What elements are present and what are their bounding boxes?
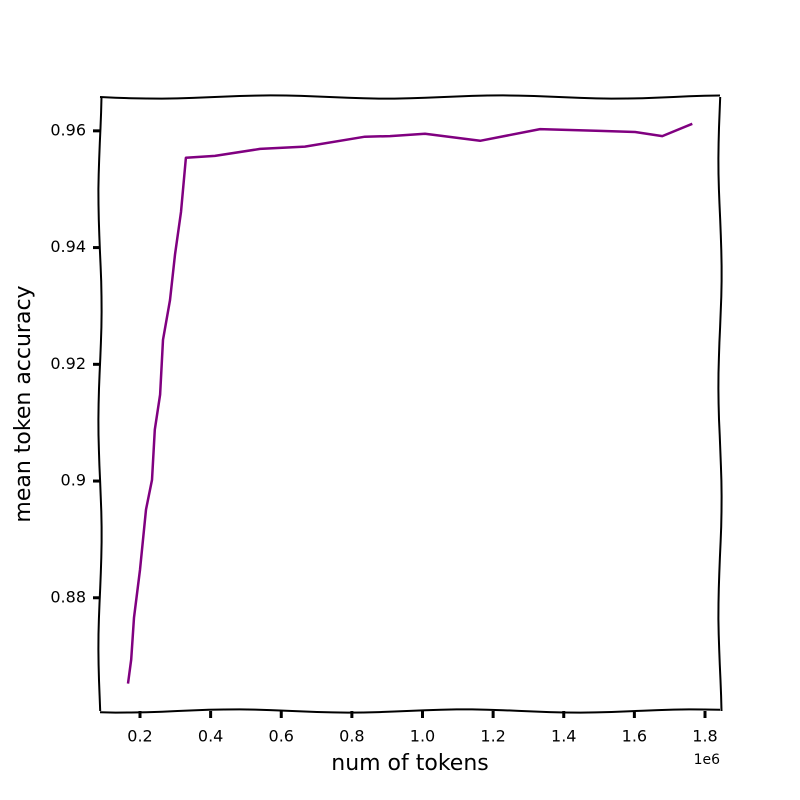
x-tick-label: 0.4	[198, 727, 223, 746]
x-tick-label: 1.6	[622, 727, 647, 746]
x-offset-label: 1e6	[694, 752, 721, 768]
x-tick-label: 1.0	[410, 727, 435, 746]
y-tick-label: 0.9	[61, 471, 86, 490]
y-tick-label: 0.96	[50, 120, 86, 139]
x-tick-label: 1.4	[551, 727, 576, 746]
x-tick-label: 1.2	[480, 727, 505, 746]
x-tick-label: 0.2	[127, 727, 152, 746]
y-tick-label: 0.92	[50, 354, 86, 373]
data-line	[126, 122, 693, 684]
y-axis-label: mean token accuracy	[11, 285, 36, 522]
y-tick-label: 0.88	[50, 587, 86, 606]
x-tick-label: 0.8	[339, 727, 364, 746]
axis-frame	[99, 94, 721, 100]
axis-frame	[99, 708, 721, 714]
x-axis-label: num of tokens	[331, 751, 489, 776]
axis-frame	[97, 96, 103, 712]
axis-frame	[717, 96, 723, 712]
y-tick-label: 0.94	[50, 237, 86, 256]
x-tick-label: 0.6	[269, 727, 294, 746]
x-tick-label: 1.8	[692, 727, 717, 746]
